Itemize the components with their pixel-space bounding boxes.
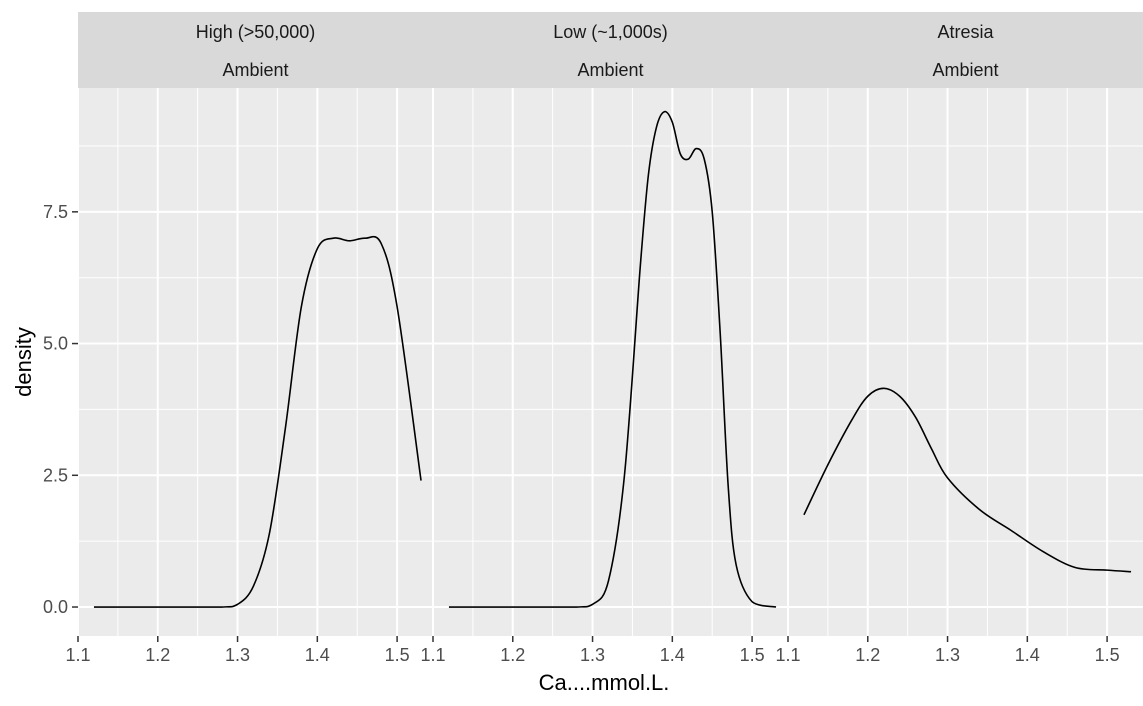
panel-background bbox=[788, 88, 1143, 636]
x-tick-label: 1.3 bbox=[935, 645, 960, 665]
panel-background bbox=[78, 88, 433, 636]
panel-background bbox=[433, 88, 788, 636]
facet-strip bbox=[78, 12, 433, 88]
x-tick-label: 1.3 bbox=[580, 645, 605, 665]
y-axis-title: density bbox=[11, 327, 36, 397]
density-line bbox=[803, 387, 1132, 573]
facet-strip-label: High (>50,000) bbox=[196, 22, 316, 42]
y-axis: 0.0 2.5 5.0 7.5 bbox=[43, 202, 78, 617]
facet-strip bbox=[788, 12, 1143, 88]
x-tick-label: 1.4 bbox=[305, 645, 330, 665]
y-tick-label: 0.0 bbox=[43, 597, 68, 617]
facet-strip-label: Ambient bbox=[577, 60, 643, 80]
x-tick-label: 1.1 bbox=[65, 645, 90, 665]
x-tick-label: 1.2 bbox=[500, 645, 525, 665]
x-tick-label: 1.5 bbox=[740, 645, 765, 665]
x-axis-title: Ca....mmol.L. bbox=[539, 670, 670, 695]
facet-strip-label: Low (~1,000s) bbox=[553, 22, 668, 42]
x-tick-label: 1.5 bbox=[1095, 645, 1120, 665]
x-tick-label: 1.1 bbox=[775, 645, 800, 665]
x-tick-label: 1.1 bbox=[420, 645, 445, 665]
x-tick-label: 1.5 bbox=[385, 645, 410, 665]
facet-strip bbox=[433, 12, 788, 88]
facet-panel: Low (~1,000s) Ambient 1.1 1.2 1.3 1.4 1.5 bbox=[420, 12, 788, 665]
x-tick-label: 1.2 bbox=[855, 645, 880, 665]
x-tick-label: 1.3 bbox=[225, 645, 250, 665]
y-tick-label: 5.0 bbox=[43, 334, 68, 354]
density-line bbox=[93, 235, 422, 608]
facet-panel: High (>50,000) Ambient 1.1 1.2 1.3 1.4 1.5 bbox=[65, 12, 433, 665]
facet-strip-label: Ambient bbox=[222, 60, 288, 80]
x-tick-label: 1.4 bbox=[660, 645, 685, 665]
facet-strip-label: Ambient bbox=[932, 60, 998, 80]
facet-panel: Atresia Ambient 1.1 1.2 1.3 1.4 1.5 bbox=[775, 12, 1143, 665]
facet-strip-label: Atresia bbox=[937, 22, 994, 42]
y-tick-label: 2.5 bbox=[43, 465, 68, 485]
y-tick-label: 7.5 bbox=[43, 202, 68, 222]
density-line bbox=[448, 110, 777, 608]
x-tick-label: 1.4 bbox=[1015, 645, 1040, 665]
x-tick-label: 1.2 bbox=[145, 645, 170, 665]
